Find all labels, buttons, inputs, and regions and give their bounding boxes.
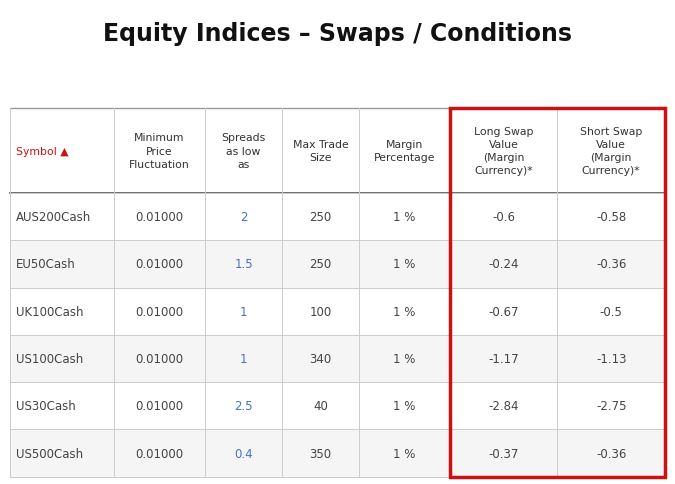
- Text: 1: 1: [240, 352, 247, 365]
- Text: Margin
Percentage: Margin Percentage: [374, 140, 435, 163]
- Text: 0.01000: 0.01000: [136, 305, 184, 318]
- Text: 0.01000: 0.01000: [136, 399, 184, 412]
- Text: 250: 250: [310, 258, 332, 271]
- Text: 40: 40: [313, 399, 328, 412]
- Text: 2: 2: [240, 211, 247, 224]
- Text: 0.01000: 0.01000: [136, 258, 184, 271]
- Text: -0.6: -0.6: [492, 211, 515, 224]
- Text: -0.36: -0.36: [596, 258, 626, 271]
- Text: AUS200Cash: AUS200Cash: [16, 211, 90, 224]
- Text: 0.01000: 0.01000: [136, 352, 184, 365]
- Text: -1.13: -1.13: [596, 352, 626, 365]
- Text: 1 %: 1 %: [394, 211, 416, 224]
- Text: Minimum
Price
Fluctuation: Minimum Price Fluctuation: [129, 133, 190, 169]
- Text: Cash Indices CFDs: Cash Indices CFDs: [260, 76, 415, 91]
- Text: -0.67: -0.67: [489, 305, 519, 318]
- Text: 0.4: 0.4: [234, 447, 253, 460]
- Text: 100: 100: [310, 305, 332, 318]
- Text: -0.5: -0.5: [599, 305, 622, 318]
- Text: -0.37: -0.37: [489, 447, 519, 460]
- Text: 1 %: 1 %: [394, 258, 416, 271]
- Text: 250: 250: [310, 211, 332, 224]
- Text: US500Cash: US500Cash: [16, 447, 82, 460]
- Text: -2.84: -2.84: [489, 399, 519, 412]
- Text: Equity Indices – Swaps / Conditions: Equity Indices – Swaps / Conditions: [103, 22, 572, 45]
- Text: 340: 340: [310, 352, 332, 365]
- Text: 1: 1: [240, 305, 247, 318]
- Text: 1.5: 1.5: [234, 258, 253, 271]
- Text: Symbol ▲: Symbol ▲: [16, 146, 68, 156]
- Text: -1.17: -1.17: [489, 352, 519, 365]
- Text: -2.75: -2.75: [596, 399, 626, 412]
- Text: -0.58: -0.58: [596, 211, 626, 224]
- Text: 1 %: 1 %: [394, 399, 416, 412]
- Text: Max Trade
Size: Max Trade Size: [293, 140, 348, 163]
- Text: US100Cash: US100Cash: [16, 352, 83, 365]
- Text: Long Swap
Value
(Margin
Currency)*: Long Swap Value (Margin Currency)*: [474, 126, 533, 176]
- Text: 350: 350: [310, 447, 332, 460]
- Text: US30Cash: US30Cash: [16, 399, 76, 412]
- Text: -0.24: -0.24: [489, 258, 519, 271]
- Text: 0.01000: 0.01000: [136, 211, 184, 224]
- Text: 0.01000: 0.01000: [136, 447, 184, 460]
- Text: Spreads
as low
as: Spreads as low as: [221, 133, 265, 169]
- Text: UK100Cash: UK100Cash: [16, 305, 83, 318]
- Text: 1 %: 1 %: [394, 447, 416, 460]
- Text: EU50Cash: EU50Cash: [16, 258, 76, 271]
- Text: -0.36: -0.36: [596, 447, 626, 460]
- Text: Short Swap
Value
(Margin
Currency)*: Short Swap Value (Margin Currency)*: [580, 126, 643, 176]
- Text: 1 %: 1 %: [394, 305, 416, 318]
- Text: 1 %: 1 %: [394, 352, 416, 365]
- Text: 2.5: 2.5: [234, 399, 253, 412]
